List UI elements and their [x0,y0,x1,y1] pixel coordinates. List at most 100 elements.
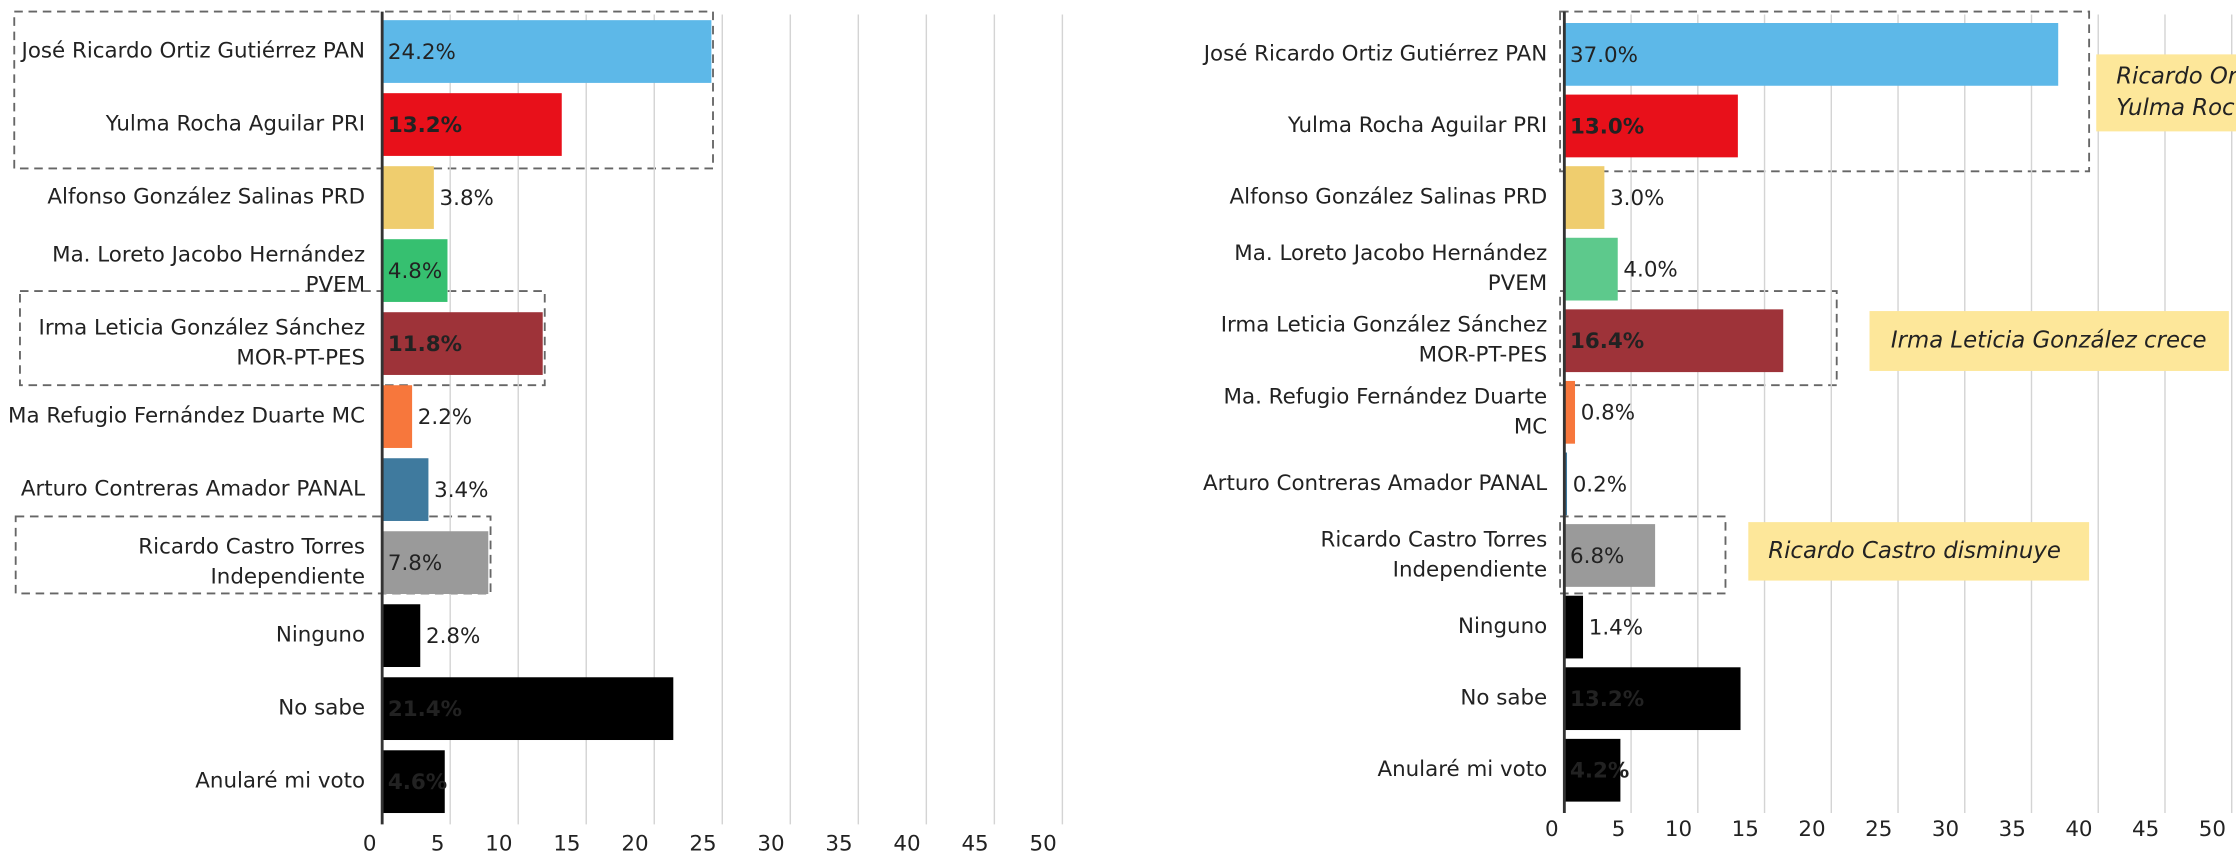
x-tick-label: 40 [893,831,920,856]
x-tick-label: 45 [2132,817,2159,842]
y-tick-label: Arturo Contreras Amador PANAL [21,477,365,502]
y-tick-label: No sabe [278,696,365,721]
y-tick-label: Ma. Refugio Fernández Duarte [1224,384,1548,409]
x-tick-label: 5 [1612,817,1626,842]
x-tick-label: 10 [1665,817,1692,842]
y-tick-label: Ninguno [276,623,365,648]
y-tick-label: Alfonso González Salinas PRD [1230,185,1548,210]
x-tick-label: 40 [2065,817,2092,842]
bar [1564,738,1621,802]
y-tick-label: Irma Leticia González Sánchez [1221,313,1548,338]
annotation-box [2096,54,2236,132]
bar [1564,23,2059,86]
highlight-boxes [13,10,2091,595]
value-label: 2.2% [418,405,472,430]
value-label: 13.2% [388,113,462,138]
x-tick-label: 30 [757,831,784,856]
x-tick-label: 25 [1865,817,1892,842]
bar [382,93,562,156]
x-tick-label: 35 [825,831,852,856]
x-tick-label: 35 [1999,817,2026,842]
x-tick-label: 45 [961,831,988,856]
y-tick-label: Irma Leticia González Sánchez [39,316,366,341]
y-tick-label: Ninguno [1458,614,1547,639]
value-label: 13.2% [1570,687,1644,712]
value-label: 16.4% [1570,329,1644,354]
value-label: 4.8% [388,259,442,284]
y-tick-label: José Ricardo Ortiz Gutiérrez PAN [20,39,366,64]
y-tick-label: Yulma Rocha Aguilar PRI [1287,113,1547,138]
y-tick-label: Ma Refugio Fernández Duarte MC [8,404,365,429]
value-label: 0.2% [1573,472,1627,497]
y-tick-label: Anularé mi voto [195,769,365,794]
x-tick-label: 15 [553,831,580,856]
value-label: 24.2% [388,40,456,65]
value-label: 2.8% [426,624,480,649]
y-tick-label: MOR-PT-PES [236,346,365,371]
y-tick-label: Anularé mi voto [1377,757,1547,782]
annotation: Yulma Roc [2116,95,2235,121]
annotation: Irma Leticia González crece [1891,328,2207,354]
x-tick-label: 25 [689,831,716,856]
value-label: 1.4% [1589,615,1643,640]
bar [1564,237,1618,301]
bar [382,531,489,594]
x-tick-label: 0 [1545,817,1559,842]
bar [1564,380,1576,444]
bar [1564,667,1741,731]
bar [382,239,448,302]
y-tick-label: No sabe [1460,686,1547,711]
bar [1564,595,1584,659]
annotation: Ricardo Castro disminuye [1768,538,2061,564]
bar [382,750,445,814]
y-tick-label: PVEM [1488,271,1547,296]
value-label: 6.8% [1570,544,1624,569]
x-tick-label: 50 [1029,831,1056,856]
value-label: 11.8% [388,332,462,357]
y-tick-label: Ma. Loreto Jacobo Hernández [52,243,365,268]
bar [382,458,429,521]
y-tick-label: Ma. Loreto Jacobo Hernández [1234,241,1547,266]
y-tick-label: MC [1514,414,1547,439]
y-tick-label: Yulma Rocha Aguilar PRI [105,112,365,137]
highlight-box [14,515,492,595]
highlight-box [13,10,714,170]
value-label: 37.0% [1570,43,1638,68]
y-tick-label: Ricardo Castro Torres [138,535,365,560]
value-label: 7.8% [388,551,442,576]
highlight-box [1559,515,1727,595]
y-tick-label: José Ricardo Ortiz Gutiérrez PAN [1202,41,1548,66]
y-tick-label: PVEM [306,273,365,298]
bar [382,385,413,448]
annotation-box [1748,522,2090,581]
value-label: 13.0% [1570,114,1644,139]
bar [382,604,421,668]
y-tick-label: Ricardo Castro Torres [1320,528,1547,553]
y-tick-label: MOR-PT-PES [1419,343,1548,368]
bar [382,677,674,741]
bar [1564,309,1784,373]
bar [382,166,434,229]
value-label: 3.4% [434,478,488,503]
x-tick-label: 20 [1798,817,1825,842]
bar [1564,524,1656,587]
value-label: 21.4% [388,697,462,722]
x-tick-label: 20 [621,831,648,856]
y-tick-label: Alfonso González Salinas PRD [47,185,365,210]
y-tick-label: Arturo Contreras Amador PANAL [1203,471,1547,496]
value-label: 4.2% [1570,759,1629,784]
value-label: 3.8% [440,186,494,211]
annotation: Ricardo Or [2116,64,2236,90]
bar [382,312,543,375]
value-label: 3.0% [1610,186,1664,211]
value-label: 0.8% [1581,401,1635,426]
highlight-box [19,290,546,387]
value-label: 4.6% [388,770,447,795]
bar [382,20,712,83]
x-tick-label: 0 [363,831,377,856]
highlight-box [1559,10,2091,173]
x-tick-label: 50 [2199,817,2226,842]
value-label: 4.0% [1623,258,1677,283]
